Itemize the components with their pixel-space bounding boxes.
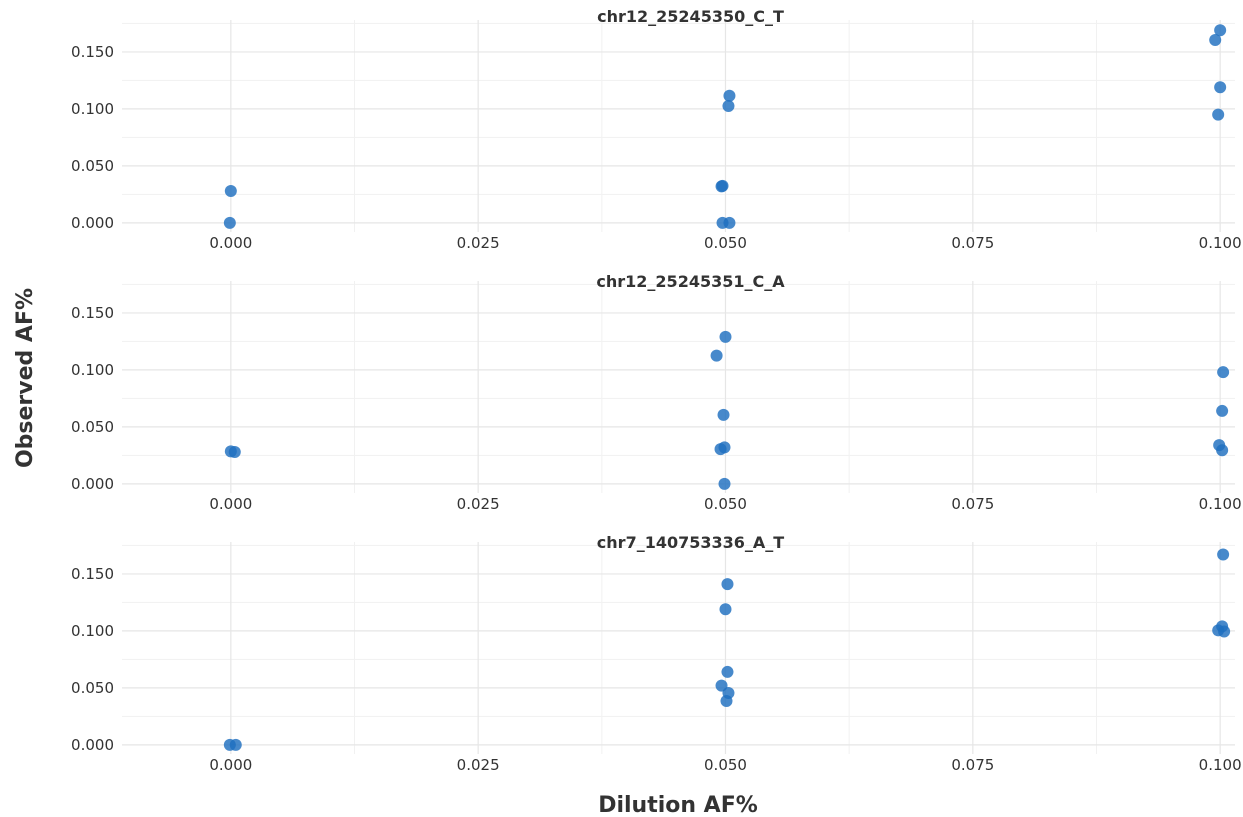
x-tick-label: 0.050 [704,234,747,252]
data-point [718,441,731,454]
data-point [710,349,723,362]
x-tick-label: 0.100 [1199,495,1242,513]
panel-title: chr7_140753336_A_T [597,533,784,552]
x-tick-label: 0.000 [209,234,252,252]
x-axis-title: Dilution AF% [598,793,758,817]
x-tick-label: 0.025 [457,495,500,513]
y-tick-label: 0.000 [71,736,114,754]
panel-3: 0.000 0.025 0.050 0.075 0.100 0.000 0.050 0.100… [71,533,1242,774]
y-tick-label: 0.000 [71,214,114,232]
data-point [722,100,735,113]
panel-2: 0.000 0.025 0.050 0.075 0.100 0.000 0.050 0.100… [71,272,1242,513]
x-tick-label: 0.050 [704,756,747,774]
x-tick-label: 0.100 [1199,234,1242,252]
data-point [720,695,733,707]
x-tick-label: 0.050 [704,495,747,513]
x-tick-label: 0.000 [209,495,252,513]
data-point [719,330,732,343]
data-point [719,603,732,616]
x-tick-label: 0.075 [951,495,994,513]
data-point [721,665,734,678]
panel-title: chr12_25245351_C_A [596,272,785,291]
x-tick-label: 0.075 [951,756,994,774]
data-point [718,477,731,490]
x-tick-label: 0.075 [951,234,994,252]
x-tick-label: 0.100 [1199,756,1242,774]
data-point [223,216,236,229]
data-point [1214,81,1227,94]
data-point [723,216,736,229]
panels: 0.000 0.025 0.050 0.075 0.100 0.000 0.050 0.100… [71,7,1242,774]
data-point [228,445,241,458]
data-point [1217,548,1230,561]
data-point [1216,444,1229,457]
data-point [716,179,729,192]
y-tick-label: 0.150 [71,304,114,322]
data-point [721,578,734,591]
data-point [1209,33,1222,46]
data-point [224,184,237,197]
data-point [229,738,242,751]
y-tick-label: 0.050 [71,679,114,697]
y-tick-label: 0.150 [71,565,114,583]
x-tick-label: 0.025 [457,756,500,774]
data-point [1216,404,1229,417]
x-tick-label: 0.000 [209,756,252,774]
data-point [723,89,736,102]
y-tick-label: 0.100 [71,622,114,640]
y-tick-label: 0.150 [71,43,114,61]
y-tick-label: 0.000 [71,475,114,493]
y-tick-label: 0.050 [71,418,114,436]
data-point [1217,366,1230,379]
data-point [1212,108,1225,121]
data-point [1218,625,1231,638]
y-tick-label: 0.100 [71,100,114,118]
x-tick-label: 0.025 [457,234,500,252]
data-point [717,408,730,421]
y-tick-label: 0.100 [71,361,114,379]
y-axis-title: Observed AF% [13,288,38,468]
y-tick-label: 0.050 [71,157,114,175]
data-point [1214,24,1227,37]
panel-1: 0.000 0.025 0.050 0.075 0.100 0.000 0.050 0.100… [71,7,1242,252]
panel-title: chr12_25245350_C_T [597,7,784,26]
